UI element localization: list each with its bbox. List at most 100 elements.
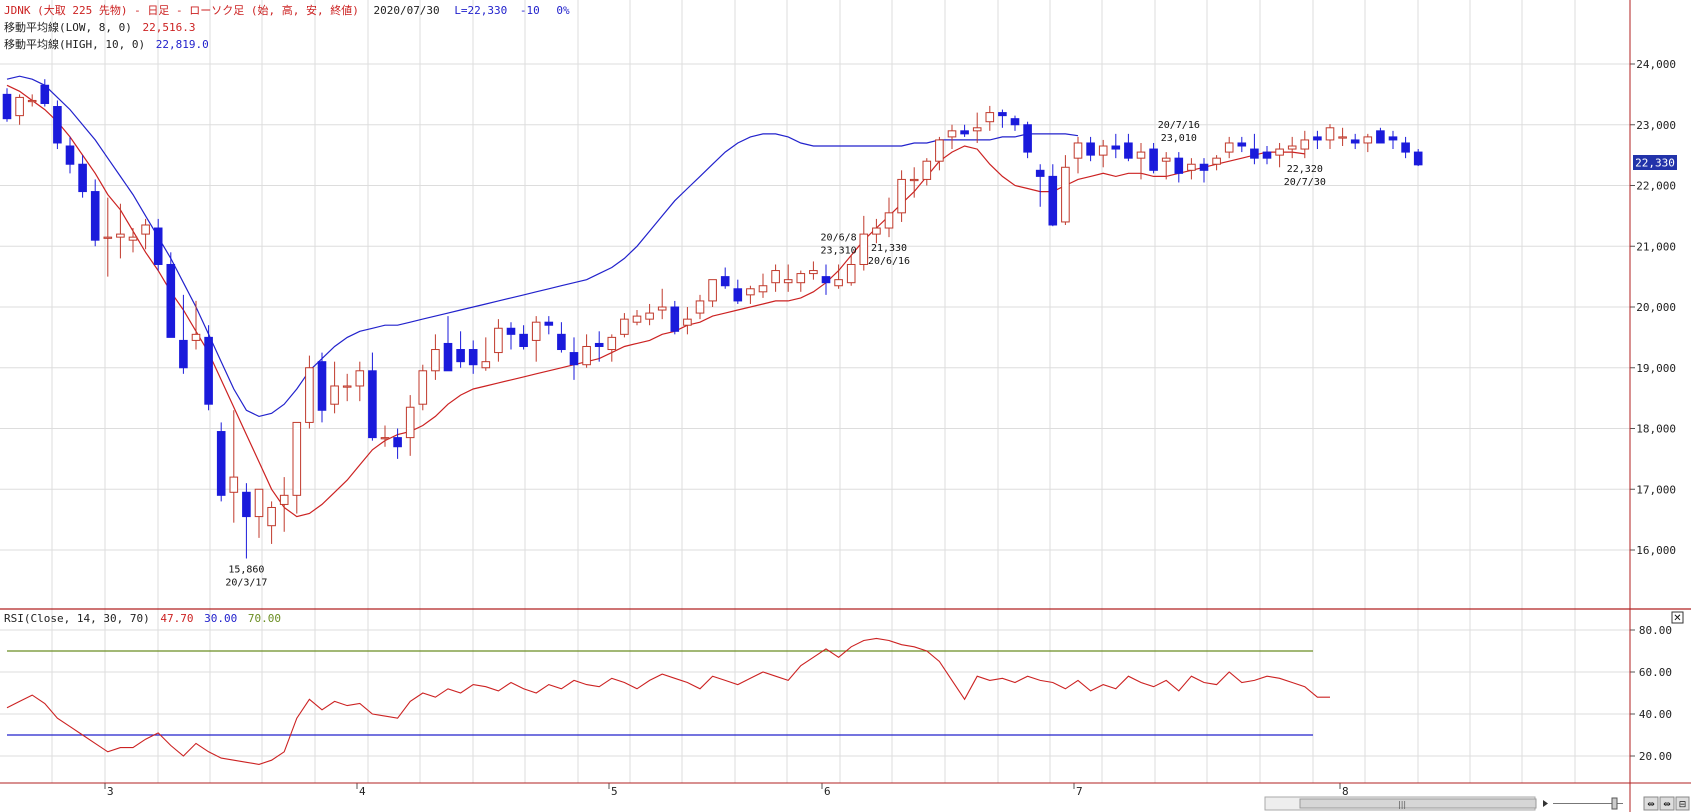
candle[interactable] xyxy=(279,477,289,532)
candle[interactable] xyxy=(1187,158,1196,180)
candle[interactable] xyxy=(1111,133,1121,159)
candle[interactable] xyxy=(544,316,554,335)
candle[interactable] xyxy=(317,352,327,423)
candle[interactable] xyxy=(141,218,150,250)
candle[interactable] xyxy=(405,395,415,456)
candle[interactable] xyxy=(809,261,818,280)
candle[interactable] xyxy=(1224,136,1234,159)
candle[interactable] xyxy=(620,313,629,338)
candle[interactable] xyxy=(884,197,894,238)
candle[interactable] xyxy=(531,316,541,362)
candle[interactable] xyxy=(1388,130,1398,150)
candle[interactable] xyxy=(569,337,579,380)
candle[interactable] xyxy=(1136,142,1146,180)
candle[interactable] xyxy=(267,501,276,544)
candle-layer[interactable] xyxy=(2,79,1423,559)
candle[interactable] xyxy=(960,124,969,137)
candle[interactable] xyxy=(506,322,516,350)
candle[interactable] xyxy=(1237,136,1247,153)
candle[interactable] xyxy=(670,300,680,335)
candle[interactable] xyxy=(645,303,654,326)
candle[interactable] xyxy=(1300,130,1310,159)
candle[interactable] xyxy=(1161,152,1171,180)
candle[interactable] xyxy=(897,170,906,222)
candle[interactable] xyxy=(1098,139,1108,168)
candle[interactable] xyxy=(771,264,780,292)
candle[interactable] xyxy=(821,264,831,295)
candle[interactable] xyxy=(972,112,982,143)
horizontal-scrollbar[interactable]: ||| xyxy=(1264,796,1537,811)
candle[interactable] xyxy=(53,100,62,150)
candle[interactable] xyxy=(1048,164,1058,227)
candle[interactable] xyxy=(1325,124,1335,150)
candle[interactable] xyxy=(355,361,365,402)
candle[interactable] xyxy=(78,155,87,198)
candle[interactable] xyxy=(229,410,239,523)
candle[interactable] xyxy=(90,179,100,247)
zoom-in-icon[interactable]: ⇹ xyxy=(1643,796,1659,811)
candle[interactable] xyxy=(746,285,755,304)
candle[interactable] xyxy=(1262,146,1272,165)
candle[interactable] xyxy=(1086,136,1095,162)
candle[interactable] xyxy=(393,428,402,459)
candle[interactable] xyxy=(481,337,491,371)
candle[interactable] xyxy=(1363,133,1373,153)
candle[interactable] xyxy=(1174,152,1184,183)
fit-icon[interactable]: ⊟ xyxy=(1675,796,1690,811)
candle[interactable] xyxy=(632,310,642,326)
scroll-right-arrow-icon[interactable] xyxy=(1543,800,1548,807)
candle[interactable] xyxy=(758,273,768,298)
candle[interactable] xyxy=(834,264,843,289)
candle[interactable] xyxy=(342,373,352,402)
candle[interactable] xyxy=(216,422,226,502)
candle[interactable] xyxy=(557,322,566,353)
candle[interactable] xyxy=(431,334,440,380)
candle[interactable] xyxy=(1010,115,1020,131)
candle[interactable] xyxy=(1023,121,1032,159)
candle[interactable] xyxy=(1124,133,1133,162)
candle[interactable] xyxy=(418,364,428,411)
candle[interactable] xyxy=(582,334,591,368)
candle[interactable] xyxy=(443,316,453,372)
candle[interactable] xyxy=(922,158,932,186)
candle[interactable] xyxy=(720,267,730,289)
candle[interactable] xyxy=(695,294,705,320)
candle[interactable] xyxy=(368,352,377,441)
candle[interactable] xyxy=(947,124,957,150)
rsi-close-icon[interactable]: ✕ xyxy=(1671,611,1684,624)
candle[interactable] xyxy=(468,340,478,374)
candle[interactable] xyxy=(783,264,793,292)
candle[interactable] xyxy=(380,425,390,447)
candle[interactable] xyxy=(1073,136,1083,174)
candle[interactable] xyxy=(657,288,667,320)
candle[interactable] xyxy=(1199,158,1209,183)
candle[interactable] xyxy=(1413,149,1423,167)
candle[interactable] xyxy=(519,325,528,350)
candle[interactable] xyxy=(242,483,251,559)
scrollbar-thumb[interactable] xyxy=(1299,798,1537,809)
candle[interactable] xyxy=(103,197,113,277)
candle[interactable] xyxy=(708,279,717,307)
candle[interactable] xyxy=(1376,127,1385,144)
candle[interactable] xyxy=(1061,155,1070,225)
zoom-slider-thumb[interactable] xyxy=(1611,797,1618,810)
candle[interactable] xyxy=(909,167,919,198)
candle[interactable] xyxy=(607,334,617,362)
candle[interactable] xyxy=(1401,136,1410,159)
candle[interactable] xyxy=(330,361,339,414)
candle[interactable] xyxy=(985,105,995,131)
candle[interactable] xyxy=(128,228,138,253)
candle[interactable] xyxy=(292,421,302,514)
candle[interactable] xyxy=(2,88,12,122)
candle[interactable] xyxy=(935,136,944,171)
candle[interactable] xyxy=(1350,133,1360,150)
zoom-slider[interactable] xyxy=(1553,797,1623,810)
candle[interactable] xyxy=(305,355,314,429)
candle[interactable] xyxy=(153,218,163,271)
candle[interactable] xyxy=(1287,136,1297,159)
candle[interactable] xyxy=(872,218,881,244)
zoom-out-icon[interactable]: ⇹ xyxy=(1659,796,1675,811)
candle[interactable] xyxy=(594,331,604,362)
candle[interactable] xyxy=(40,79,50,107)
candle[interactable] xyxy=(456,331,465,368)
